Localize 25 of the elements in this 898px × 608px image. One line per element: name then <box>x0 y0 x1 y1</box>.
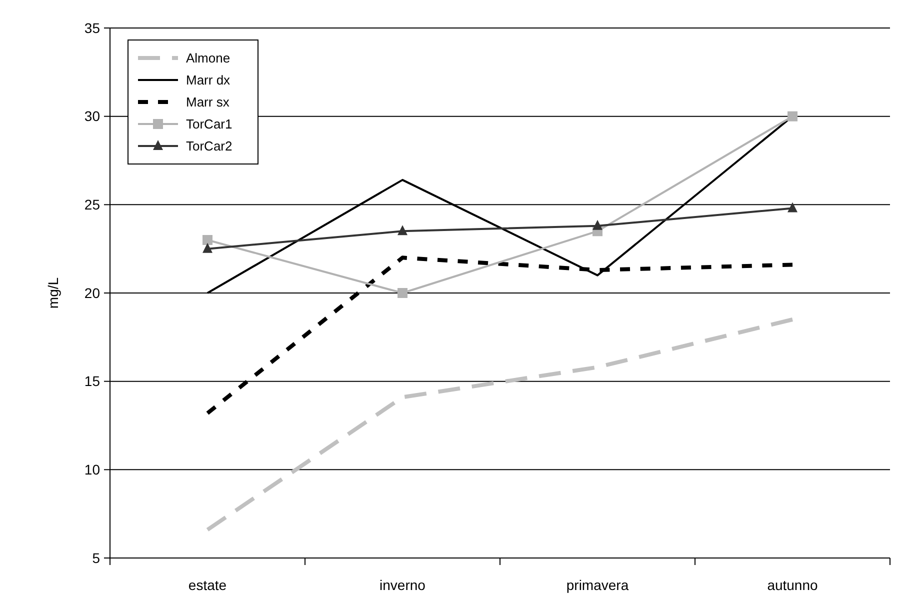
point <box>202 235 212 245</box>
legend-label: Almone <box>186 50 230 66</box>
x-tick-label: autunno <box>767 577 818 593</box>
point <box>202 242 212 253</box>
line-series <box>206 318 794 532</box>
legend-label: TorCar2 <box>186 138 232 154</box>
point <box>788 202 798 212</box>
x-tick-label: primavera <box>566 577 629 593</box>
point <box>592 220 602 230</box>
y-tick-label: 35 <box>84 20 100 36</box>
y-tick-label: 20 <box>84 284 100 301</box>
y-axis-title: mg/L <box>45 277 61 309</box>
y-tick-label: 10 <box>84 462 100 478</box>
y-tick-label: 15 <box>84 373 100 390</box>
point <box>398 288 408 298</box>
legend-label: Marr sx <box>186 94 230 110</box>
point <box>398 225 408 236</box>
point <box>788 111 798 122</box>
x-tick-label: inverno <box>380 577 426 593</box>
y-tick-label: 30 <box>84 108 100 124</box>
y-tick-label: 25 <box>84 196 100 213</box>
legend-label: Marr dx <box>186 72 231 88</box>
legend-label: TorCar1 <box>186 116 232 132</box>
y-tick-label: 5 <box>92 550 100 566</box>
x-tick-label: estate <box>188 577 227 593</box>
